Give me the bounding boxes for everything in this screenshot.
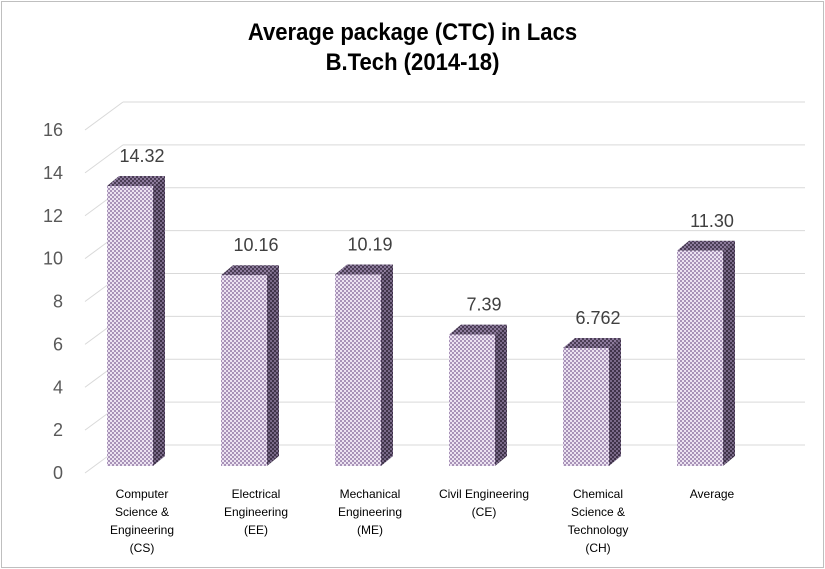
bar	[107, 186, 153, 466]
x-tick-label-line: Civil Engineering	[439, 487, 529, 501]
bar-group: 11.30	[677, 211, 735, 466]
chart-title-line-1: Average package (CTC) in Lacs	[247, 19, 578, 46]
bars: 14.32 10.16 10.19 7.39 6.762 11.30	[107, 146, 735, 466]
bar-top	[107, 176, 165, 187]
bar-group: 14.32	[107, 146, 165, 466]
bar-group: 10.16	[221, 235, 279, 466]
x-tick-label-line: Computer	[116, 487, 169, 501]
bar	[221, 275, 267, 466]
bar	[335, 274, 381, 466]
bar-side	[723, 240, 735, 466]
y-tick-label: 6	[53, 334, 63, 354]
bar-side	[609, 338, 621, 466]
bar	[563, 348, 609, 466]
chart-title: Average package (CTC) in Lacs B.Tech (20…	[33, 18, 792, 78]
x-axis: Computer Science & Engineering (CS) Electric…	[110, 487, 735, 555]
y-tick-label: 12	[43, 206, 63, 226]
data-label: 7.39	[466, 295, 501, 315]
gridline-slant	[84, 144, 124, 174]
x-tick-label-line: Engineering	[338, 505, 402, 519]
bar-group: 10.19	[335, 235, 393, 466]
x-tick-label-line: (CS)	[130, 541, 155, 555]
x-tick-label-line: (CH)	[585, 541, 610, 555]
y-tick-label: 4	[53, 377, 63, 397]
x-tick-label-line: Engineering	[110, 523, 174, 537]
chart-title-line-2: B.Tech (2014-18)	[325, 49, 500, 76]
x-tick-label: Civil Engineering (CE)	[439, 487, 529, 519]
x-tick-label-line: Average	[690, 487, 735, 501]
x-tick-label-line: (ME)	[357, 523, 383, 537]
bar-side	[153, 176, 165, 466]
x-tick-label: Chemical Science & Technology (CH)	[568, 487, 629, 555]
bar-top	[221, 265, 279, 276]
data-label: 10.16	[233, 235, 278, 255]
x-tick-label-line: Electrical	[232, 487, 281, 501]
bar-group: 6.762	[563, 308, 621, 466]
x-tick-label: Computer Science & Engineering (CS)	[110, 487, 174, 555]
x-tick-label-line: (CE)	[472, 505, 497, 519]
y-tick-label: 2	[53, 420, 63, 440]
x-tick-label: Average	[690, 487, 735, 501]
x-tick-label-line: (EE)	[244, 523, 268, 537]
bar-side	[267, 265, 279, 466]
bar-top	[335, 264, 393, 275]
y-tick-label: 14	[43, 163, 63, 183]
bar-side	[381, 264, 393, 466]
x-tick-label-line: Science &	[571, 505, 625, 519]
x-tick-label-line: Chemical	[573, 487, 623, 501]
gridline-slant	[84, 101, 124, 131]
bar-top	[449, 324, 507, 335]
data-label: 14.32	[119, 146, 164, 166]
bar	[449, 334, 495, 466]
y-tick-label: 16	[43, 120, 63, 140]
bar-top	[677, 240, 735, 251]
data-label: 11.30	[690, 211, 734, 231]
data-label: 6.762	[575, 308, 620, 328]
x-tick-label-line: Engineering	[224, 505, 288, 519]
data-label: 10.19	[347, 235, 392, 255]
bar-top	[563, 338, 621, 349]
x-tick-label: Mechanical Engineering (ME)	[338, 487, 402, 537]
x-tick-label: Electrical Engineering (EE)	[224, 487, 288, 537]
bar-side	[495, 324, 507, 466]
y-tick-label: 8	[53, 292, 63, 312]
bar-group: 7.39	[449, 295, 507, 466]
y-tick-label: 0	[53, 463, 63, 483]
x-tick-label-line: Mechanical	[340, 487, 401, 501]
y-axis: 0 2 4 6 8 10 12 14 16	[43, 120, 63, 483]
bar	[677, 250, 723, 466]
y-tick-label: 10	[43, 249, 63, 269]
x-tick-label-line: Technology	[568, 523, 629, 537]
x-tick-label-line: Science &	[115, 505, 169, 519]
